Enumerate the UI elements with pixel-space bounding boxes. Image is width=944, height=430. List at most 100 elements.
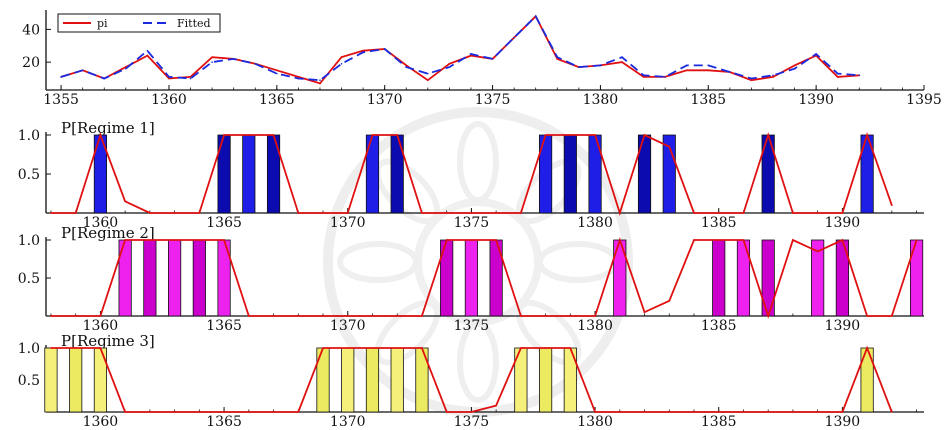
data-point-pi [146,54,149,57]
probability-point [643,134,646,136]
data-point-fitted [276,72,278,75]
x-tick-label: 1365 [259,92,295,108]
x-tick-label: 1385 [701,318,737,334]
probability-point [248,411,250,413]
probability-point [742,239,745,241]
probability-point [544,347,547,349]
data-point-fitted [685,64,688,67]
probability-point [149,239,151,241]
probability-bar [242,134,256,214]
probability-line [50,237,918,319]
x-tick-label: 1360 [83,215,119,231]
probability-point [198,411,201,413]
data-point-fitted [405,66,408,68]
probability-bar [539,347,553,413]
probability-point [470,212,473,214]
probability-point [272,411,275,413]
probability-point [742,212,745,214]
data-point-fitted [470,53,472,55]
data-point-fitted [146,49,149,52]
probability-point [99,315,102,317]
probability-point [841,212,844,214]
data-point-pi [621,61,623,63]
legend-label: Fitted [177,17,211,30]
probability-point [74,212,77,214]
data-point-pi [276,69,278,72]
y-tick-label: 1.0 [18,341,40,357]
data-point-pi [685,69,688,72]
x-tick-label: 1370 [330,414,366,430]
probability-point [594,134,596,136]
data-point-fitted [642,74,645,77]
data-point-pi [297,76,300,78]
probability-point [891,204,893,206]
probability-point [495,212,497,214]
probability-point [544,315,547,317]
y-tick-label: 40 [22,22,40,38]
data-point-fitted [729,71,731,73]
probability-point [173,239,176,241]
probability-point [346,315,349,317]
probability-point [272,134,275,136]
legend-box [57,13,221,33]
probability-bar [168,239,182,317]
probability-point [198,212,201,214]
data-point-pi [211,56,213,59]
probability-point [297,315,300,317]
probability-point [346,347,349,349]
data-point-fitted [211,61,213,63]
probability-point [792,239,794,241]
probability-point [124,239,126,241]
probability-point [693,212,695,214]
data-point-fitted [836,72,839,75]
probability-bar [390,347,404,413]
data-point-fitted [772,74,774,77]
probability-point [594,411,596,413]
probability-point [322,315,324,317]
data-point-fitted [750,77,753,80]
probability-point [74,315,77,317]
data-point-fitted [513,36,515,39]
probability-point [717,212,720,214]
probability-point [445,239,448,241]
probability-point [50,315,52,317]
data-point-fitted [599,64,602,67]
y-tick-label: 0.5 [18,373,40,389]
probability-point [396,347,399,349]
probability-point [198,239,201,241]
probability-bar [563,134,577,214]
data-point-fitted [60,76,62,78]
probability-point [297,411,300,413]
data-point-fitted [578,66,580,68]
probability-point [99,134,102,136]
data-point-fitted [168,76,170,78]
x-tick-label: 1370 [330,318,366,334]
data-point-fitted [621,56,623,59]
data-point-pi [750,79,753,81]
probability-bar [712,239,726,317]
data-point-fitted [362,51,364,54]
data-point-fitted [427,72,429,75]
probability-point [816,212,819,214]
probability-point [371,134,374,136]
panel-title: P[Regime 2] [61,224,155,242]
probability-point [50,212,52,214]
data-point-fitted [254,62,257,65]
x-tick-label: 1360 [83,414,119,430]
probability-bar [192,239,206,317]
y-tick-label: 0.5 [18,271,40,287]
probability-point [445,411,448,413]
probability-point [223,411,225,413]
x-tick-label: 1375 [454,318,490,334]
legend: pi Fitted [57,13,221,33]
probability-point [371,315,374,317]
data-point-fitted [491,58,494,60]
x-tick-label: 1390 [825,215,861,231]
data-point-fitted [297,77,300,80]
data-point-fitted [103,77,106,80]
probability-bar [44,347,58,413]
data-point-pi [642,76,645,78]
probability-point [322,347,324,349]
x-tick-label: 1380 [577,414,613,430]
